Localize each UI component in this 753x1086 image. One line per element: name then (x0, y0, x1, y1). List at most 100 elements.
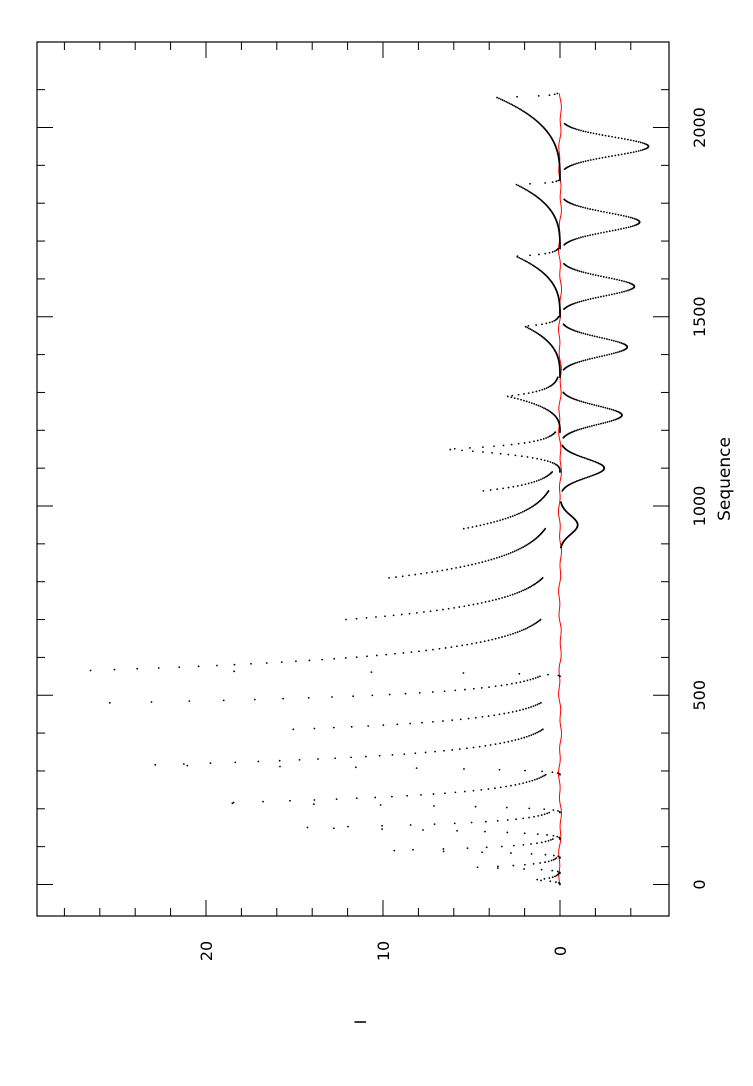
data-point (178, 666, 181, 669)
data-point (536, 731, 538, 734)
data-point (525, 735, 528, 738)
data-point (582, 359, 585, 362)
data-point (551, 869, 554, 872)
data-point (414, 573, 417, 576)
data-point (552, 858, 555, 861)
data-point (154, 763, 157, 766)
data-point (539, 701, 542, 704)
data-point (108, 701, 111, 704)
data-point (592, 132, 595, 135)
data-point (345, 618, 347, 621)
data-point (498, 768, 501, 771)
data-point (586, 333, 589, 336)
data-point (608, 353, 611, 356)
data-point (584, 235, 587, 238)
data-point (540, 776, 542, 779)
data-point (488, 686, 490, 688)
data-point (600, 405, 602, 408)
data-point (524, 627, 527, 630)
data-point (472, 603, 475, 606)
data-point (453, 606, 456, 609)
data-point (571, 267, 574, 270)
data-point (525, 188, 527, 191)
data-point (552, 809, 555, 811)
data-point (233, 663, 236, 666)
data-point (622, 214, 625, 217)
data-point (563, 122, 566, 125)
data-point (404, 692, 407, 695)
data-point (523, 863, 526, 866)
data-point (535, 324, 538, 326)
data-point (516, 106, 519, 109)
data-point (598, 336, 601, 339)
data-point (508, 102, 511, 105)
data-point (493, 557, 496, 560)
data-point (583, 477, 586, 480)
data-point (498, 556, 501, 558)
data-point (572, 127, 575, 130)
data-point (182, 763, 185, 765)
data-point (582, 235, 584, 238)
data-point (541, 477, 544, 480)
data-point (581, 456, 584, 459)
data-point (332, 726, 335, 729)
data-point (598, 157, 601, 160)
data-point (507, 711, 510, 714)
data-point (543, 774, 546, 777)
data-point (604, 421, 607, 424)
data-point (526, 627, 529, 629)
data-point (443, 749, 445, 752)
data-point (615, 418, 618, 421)
data-point (529, 254, 531, 257)
data-point (612, 339, 615, 342)
data-point (526, 543, 529, 546)
data-point (481, 851, 483, 854)
data-point (484, 830, 486, 833)
data-point (533, 440, 535, 443)
data-point (573, 362, 576, 365)
data-point (495, 557, 498, 559)
data-point (558, 871, 561, 874)
data-point (523, 399, 525, 402)
data-point (365, 616, 368, 619)
data-point (529, 625, 532, 628)
data-point (606, 407, 609, 410)
data-point (545, 437, 547, 439)
data-point (509, 594, 512, 597)
data-point (556, 92, 559, 95)
data-point (553, 320, 556, 322)
data-point (582, 401, 585, 403)
data-point (555, 463, 557, 466)
data-point (431, 691, 434, 693)
data-point (485, 846, 488, 849)
data-point (423, 611, 425, 613)
data-point (603, 211, 605, 213)
data-point (298, 758, 301, 761)
data-point (459, 566, 462, 568)
data-point (425, 572, 428, 574)
data-point (490, 558, 493, 561)
data-point (487, 639, 490, 642)
data-point (463, 565, 466, 568)
data-point (556, 835, 559, 838)
data-point (610, 293, 613, 296)
data-point (608, 277, 611, 279)
data-point (262, 800, 265, 803)
data-point (523, 832, 526, 835)
data-point (575, 480, 578, 483)
data-point (489, 489, 492, 491)
data-point (539, 618, 542, 621)
data-point (617, 213, 620, 216)
data-point (597, 209, 600, 212)
data-point (611, 135, 613, 138)
data-point (442, 850, 445, 853)
data-point (253, 698, 256, 701)
data-point (442, 848, 445, 850)
data-point (558, 810, 561, 813)
data-point (625, 226, 628, 229)
data-point (594, 296, 597, 299)
data-point (507, 740, 510, 743)
data-point (588, 402, 591, 405)
data-point (527, 706, 530, 709)
data-point (528, 735, 530, 737)
